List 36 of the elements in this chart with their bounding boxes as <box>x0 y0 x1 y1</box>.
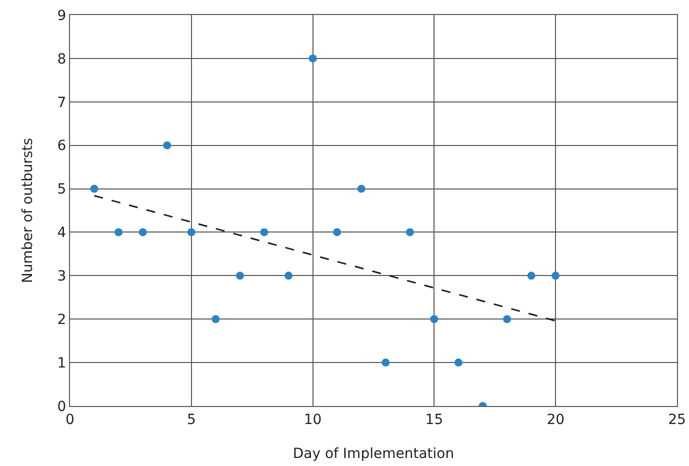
y-tick-label: 9 <box>57 8 66 24</box>
point <box>406 228 414 236</box>
y-tick-label: 1 <box>57 355 66 372</box>
point <box>333 228 342 236</box>
x-tick-label: 10 <box>304 412 322 428</box>
point <box>527 272 536 280</box>
point <box>552 272 560 280</box>
point <box>382 358 390 367</box>
y-tick-label: 8 <box>57 51 66 68</box>
x-tick-label: 20 <box>546 412 565 428</box>
y-tick-label: 2 <box>57 312 66 328</box>
point <box>212 315 220 324</box>
point <box>357 184 366 193</box>
point <box>236 272 244 280</box>
y-axis-title: Number of outbursts <box>20 138 36 284</box>
point <box>284 272 293 280</box>
y-tick-label: 6 <box>57 138 66 154</box>
point <box>503 315 512 324</box>
x-tick-label: 25 <box>668 412 686 428</box>
point <box>260 228 268 236</box>
y-tick-label: 7 <box>57 94 66 111</box>
x-tick-label: 5 <box>186 412 196 428</box>
y-tick-label: 5 <box>57 182 66 198</box>
point <box>454 358 462 367</box>
point <box>114 228 123 236</box>
y-tick-label: 3 <box>57 268 66 285</box>
y-tick-label: 0 <box>57 398 66 415</box>
point <box>430 315 438 324</box>
x-tick-label: 15 <box>425 412 444 428</box>
point <box>163 141 172 150</box>
point <box>308 54 317 62</box>
point <box>187 228 196 236</box>
point <box>90 184 98 193</box>
point <box>138 228 147 236</box>
y-tick-label: 4 <box>57 225 66 242</box>
x-axis-title: Day of Implementation <box>292 446 454 462</box>
